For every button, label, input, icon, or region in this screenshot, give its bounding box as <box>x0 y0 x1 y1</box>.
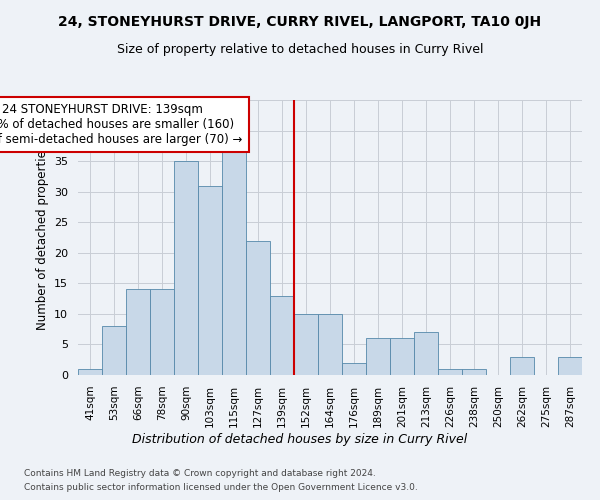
Bar <box>342 363 366 375</box>
Bar <box>510 356 534 375</box>
Bar <box>558 356 582 375</box>
Bar <box>222 149 246 375</box>
Bar <box>246 240 270 375</box>
Bar <box>126 290 150 375</box>
Bar <box>102 326 126 375</box>
Bar <box>78 369 102 375</box>
Bar <box>438 369 462 375</box>
Bar <box>318 314 342 375</box>
Bar <box>462 369 486 375</box>
Bar <box>174 161 198 375</box>
Text: 24 STONEYHURST DRIVE: 139sqm
← 70% of detached houses are smaller (160)
30% of s: 24 STONEYHURST DRIVE: 139sqm ← 70% of de… <box>0 103 242 146</box>
Text: Contains public sector information licensed under the Open Government Licence v3: Contains public sector information licen… <box>24 484 418 492</box>
Text: Contains HM Land Registry data © Crown copyright and database right 2024.: Contains HM Land Registry data © Crown c… <box>24 468 376 477</box>
Bar <box>390 338 414 375</box>
Bar <box>270 296 294 375</box>
Y-axis label: Number of detached properties: Number of detached properties <box>35 144 49 330</box>
Bar <box>150 290 174 375</box>
Text: Distribution of detached houses by size in Curry Rivel: Distribution of detached houses by size … <box>133 432 467 446</box>
Text: 24, STONEYHURST DRIVE, CURRY RIVEL, LANGPORT, TA10 0JH: 24, STONEYHURST DRIVE, CURRY RIVEL, LANG… <box>58 15 542 29</box>
Bar <box>294 314 318 375</box>
Bar <box>198 186 222 375</box>
Bar <box>414 332 438 375</box>
Bar <box>366 338 390 375</box>
Text: Size of property relative to detached houses in Curry Rivel: Size of property relative to detached ho… <box>117 42 483 56</box>
